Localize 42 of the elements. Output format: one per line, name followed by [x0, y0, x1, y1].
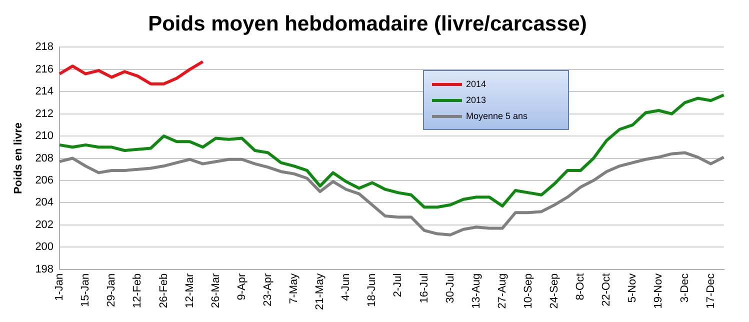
x-tick-label: 29-Jan [106, 273, 118, 307]
y-tick-label: 216 [35, 63, 54, 76]
y-tick-label: 208 [35, 152, 54, 164]
y-tick-label: 206 [35, 174, 54, 187]
y-tick-label: 210 [35, 130, 54, 142]
x-tick-label: 22-Oct [600, 273, 613, 306]
x-tick-label: 5-Nov [626, 272, 639, 303]
x-tick-label: 12-Mar [184, 272, 196, 308]
x-tick-label: 4-Jun [340, 273, 352, 301]
y-tick-label: 204 [35, 196, 54, 209]
y-tick-label: 212 [35, 108, 54, 120]
legend-label: Moyenne 5 ans [466, 111, 528, 121]
x-tick-label: 26-Mar [210, 272, 222, 308]
y-tick-label: 202 [35, 218, 54, 231]
x-tick-label: 2-Jul [392, 273, 404, 298]
x-tick-label: 23-Apr [262, 273, 274, 306]
x-tick-label: 8-Oct [574, 273, 587, 300]
x-tick-label: 1-Jan [54, 273, 66, 301]
x-tick-label: 15-Jan [80, 273, 92, 307]
legend-label: 2013 [466, 95, 486, 105]
x-tick-label: 19-Nov [652, 272, 665, 309]
x-tick-label: 21-May [314, 272, 326, 310]
x-tick-label: 10-Sep [522, 273, 534, 309]
x-tick-label: 30-Jul [444, 273, 456, 304]
x-tick-label: 12-Feb [132, 273, 144, 308]
x-tick-label: 27-Aug [496, 273, 508, 309]
y-tick-label: 200 [35, 241, 54, 254]
x-tick-label: 3-Dec [678, 272, 691, 303]
x-tick-label: 18-Jun [366, 273, 378, 307]
x-tick-label: 17-Dec [704, 272, 717, 309]
x-tick-label: 24-Sep [548, 273, 561, 309]
y-axis-title: Poids en livre [12, 122, 25, 194]
x-tick-label: 9-Apr [236, 272, 248, 300]
y-tick-label: 198 [35, 263, 54, 276]
x-tick-label: 7-May [288, 272, 300, 304]
chart-title: Poids moyen hebdomadaire (livre/carcasse) [148, 12, 587, 36]
x-tick-label: 16-Jul [418, 273, 430, 304]
y-tick-label: 218 [35, 41, 54, 54]
legend-label: 2014 [466, 79, 486, 89]
x-tick-label: 13-Aug [470, 273, 482, 309]
y-tick-label: 214 [35, 86, 54, 98]
x-tick-label: 26-Feb [158, 273, 170, 308]
